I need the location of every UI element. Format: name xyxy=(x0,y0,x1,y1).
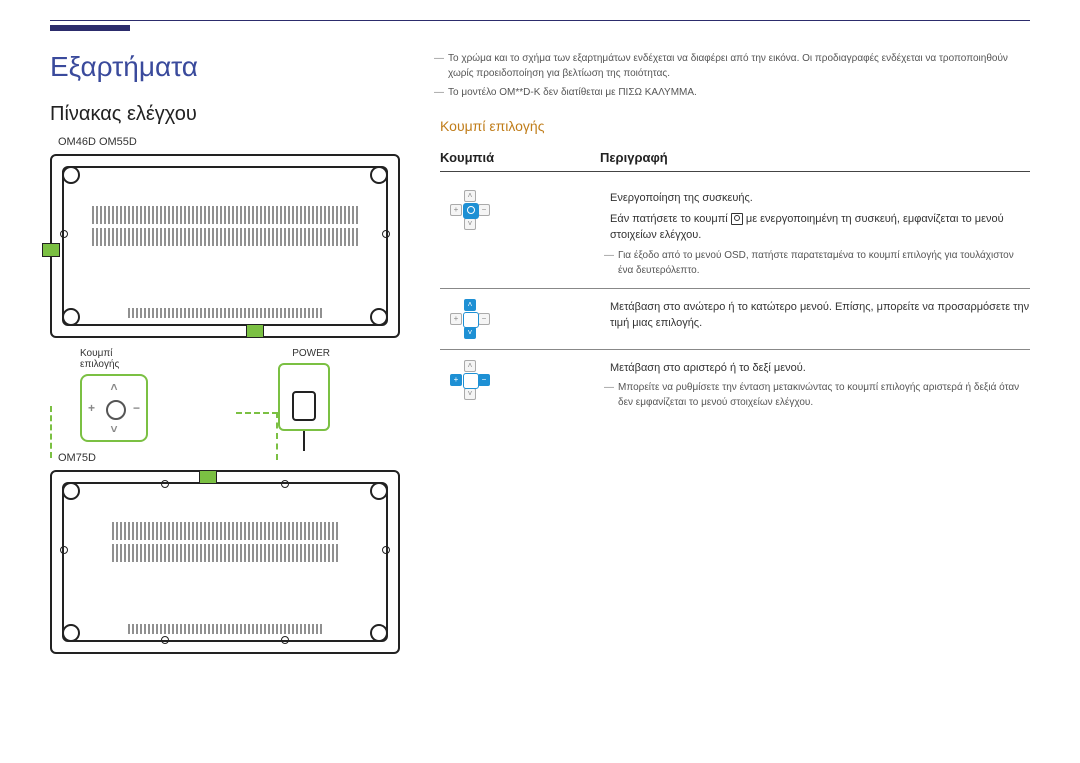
note-1: Το χρώμα και το σχήμα των εξαρτημάτων εν… xyxy=(440,51,1030,81)
table-row: ˄˅ +− Μετάβαση στο ανώτερο ή το κατώτερο… xyxy=(440,289,1030,350)
power-icon xyxy=(731,213,743,225)
power-connector xyxy=(278,363,330,431)
rear-panel-diagram-bottom xyxy=(50,470,400,654)
row-subnote: Μπορείτε να ρυθμίσετε την ένταση μετακιν… xyxy=(610,380,1030,410)
model-label-top: OM46D OM55D xyxy=(58,136,400,148)
dashed-connector-right xyxy=(236,412,278,460)
col-header-buttons: Κουμπιά xyxy=(440,150,600,165)
power-label: POWER xyxy=(278,348,330,359)
table-row: ˄˅ +− Ενεργοποίηση της συσκευής. Εάν πατ… xyxy=(440,180,1030,289)
page-heading: Εξαρτήματα xyxy=(50,51,400,83)
row-desc: Ενεργοποίηση της συσκευής. xyxy=(610,190,1030,207)
header-accent xyxy=(50,25,130,31)
note-2: Το μοντέλο OM**D-K δεν διατίθεται με ΠΙΣ… xyxy=(440,85,1030,100)
col-header-desc: Περιγραφή xyxy=(600,150,1030,165)
dashed-connector-left xyxy=(50,406,52,458)
model-label-bottom: OM75D xyxy=(58,452,400,464)
row-desc: Μετάβαση στο ανώτερο ή το κατώτερο μενού… xyxy=(610,299,1030,332)
dpad-icon-center: ˄˅ +− xyxy=(450,190,490,230)
row-desc: Μετάβαση στο αριστερό ή το δεξί μενού. xyxy=(610,360,1030,377)
rear-panel-diagram-top xyxy=(50,154,400,338)
row-subnote: Για έξοδο από το μενού OSD, πατήστε παρα… xyxy=(610,248,1030,278)
select-button-port-marker-2 xyxy=(199,470,217,484)
table-header: Κουμπιά Περιγραφή xyxy=(440,150,1030,172)
panel-subheading: Πίνακας ελέγχου xyxy=(50,103,400,126)
section-title: Κουμπί επιλογής xyxy=(440,118,1030,134)
dpad-icon-updown: ˄˅ +− xyxy=(450,299,490,339)
select-button-label: Κουμπί επιλογής xyxy=(80,348,148,370)
row-desc: Εάν πατήσετε το κουμπί με ενεργοποιημένη… xyxy=(610,211,1030,244)
dpad-icon-leftright: ˄˅ +− xyxy=(450,360,490,400)
table-row: ˄˅ +− Μετάβαση στο αριστερό ή το δεξί με… xyxy=(440,350,1030,421)
select-button-cluster: ˄˅ +− xyxy=(80,374,148,442)
power-port-marker xyxy=(42,243,60,257)
select-button-port-marker xyxy=(246,324,264,338)
